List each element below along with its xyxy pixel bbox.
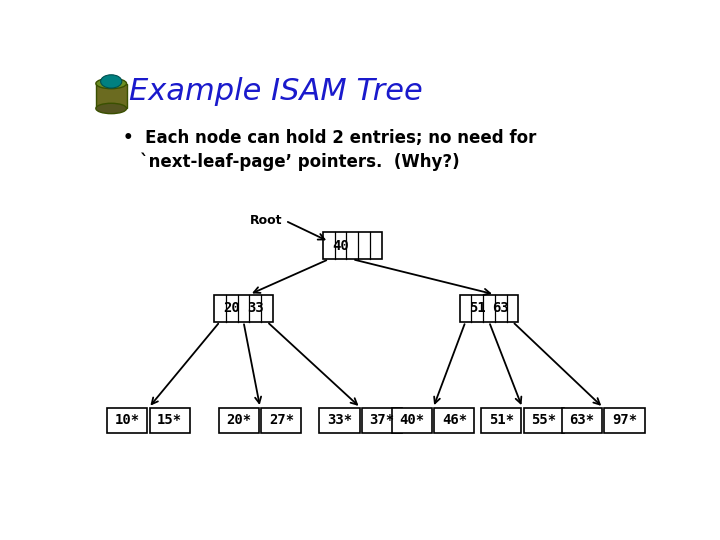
Text: 55*: 55*	[531, 413, 557, 427]
Text: 20: 20	[223, 301, 240, 315]
Bar	[219, 408, 259, 433]
Text: 37*: 37*	[369, 413, 395, 427]
Bar	[562, 408, 602, 433]
Text: 40*: 40*	[400, 413, 425, 427]
Ellipse shape	[96, 103, 127, 113]
Text: 33: 33	[247, 301, 264, 315]
Bar	[392, 408, 432, 433]
Text: Root: Root	[250, 214, 282, 227]
Bar	[96, 84, 127, 109]
Bar	[523, 408, 564, 433]
Text: 15*: 15*	[157, 413, 182, 427]
Text: `next-leaf-page’ pointers.  (Why?): `next-leaf-page’ pointers. (Why?)	[124, 152, 460, 171]
Text: 63*: 63*	[570, 413, 595, 427]
Text: 40: 40	[332, 239, 349, 253]
Bar	[605, 408, 644, 433]
Ellipse shape	[101, 75, 122, 88]
Text: 51: 51	[469, 301, 485, 315]
Text: 51*: 51*	[489, 413, 514, 427]
Text: 63: 63	[492, 301, 509, 315]
Bar	[434, 408, 474, 433]
Text: 27*: 27*	[269, 413, 294, 427]
Text: 20*: 20*	[226, 413, 251, 427]
Bar	[150, 408, 190, 433]
Text: Example ISAM Tree: Example ISAM Tree	[129, 77, 423, 106]
Bar	[361, 408, 402, 433]
Text: •  Each node can hold 2 entries; no need for: • Each node can hold 2 entries; no need …	[124, 129, 537, 147]
Bar	[261, 408, 302, 433]
Bar	[107, 408, 148, 433]
Text: 10*: 10*	[114, 413, 140, 427]
Text: 33*: 33*	[327, 413, 352, 427]
Bar	[459, 294, 518, 321]
Ellipse shape	[96, 78, 127, 89]
Bar	[320, 408, 359, 433]
Bar	[481, 408, 521, 433]
Bar	[214, 294, 273, 321]
Text: 46*: 46*	[442, 413, 467, 427]
Text: 97*: 97*	[612, 413, 637, 427]
Bar	[323, 232, 382, 259]
